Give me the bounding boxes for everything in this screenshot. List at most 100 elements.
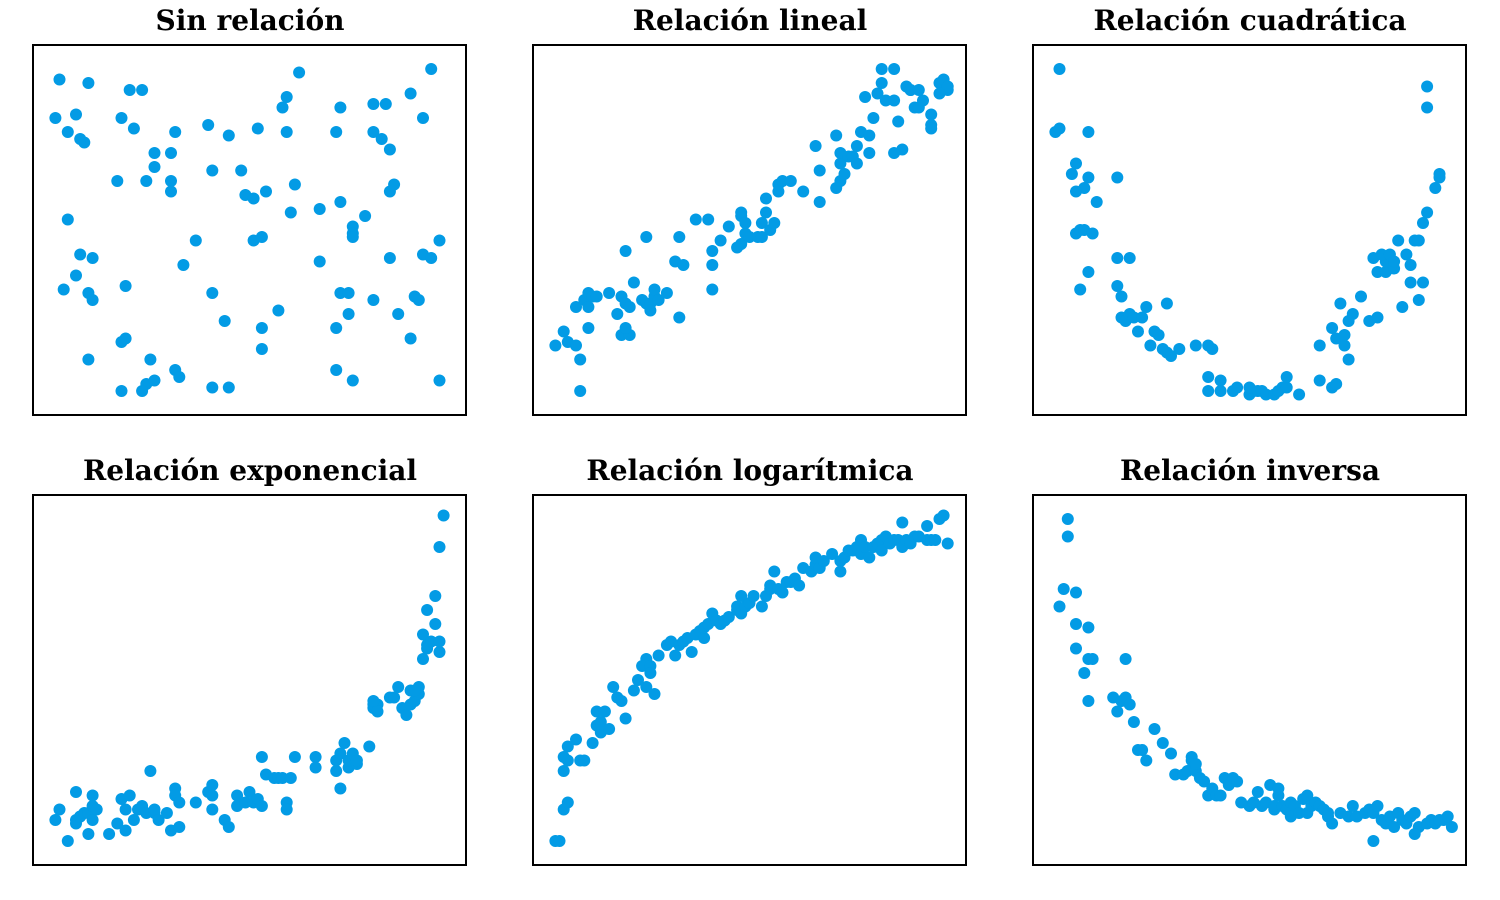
data-point: [590, 705, 603, 718]
data-point: [136, 385, 149, 397]
data-point: [1301, 789, 1314, 802]
data-point: [1053, 122, 1066, 135]
data-point: [379, 98, 392, 110]
data-point: [1417, 276, 1429, 289]
data-point: [1160, 297, 1173, 310]
scatter-plot: [32, 494, 467, 866]
data-point: [280, 803, 293, 816]
data-point: [429, 590, 442, 602]
data-point: [1421, 101, 1434, 114]
data-point: [867, 112, 880, 124]
data-point: [86, 252, 99, 264]
data-point: [1136, 744, 1149, 756]
data-point: [925, 122, 938, 135]
data-point: [375, 133, 388, 145]
data-point: [363, 740, 376, 753]
data-point: [1070, 185, 1082, 198]
data-point: [735, 206, 748, 219]
data-point: [1408, 807, 1421, 819]
chart-title: Sin relación: [155, 4, 345, 37]
plot-frame: [32, 44, 467, 416]
data-point: [1140, 754, 1153, 767]
data-point: [875, 544, 888, 557]
data-point: [660, 287, 673, 299]
data-point: [1371, 266, 1384, 278]
data-point: [937, 509, 950, 522]
data-point: [1342, 315, 1355, 327]
data-point: [1388, 255, 1401, 268]
data-point: [392, 308, 405, 320]
data-point: [417, 653, 429, 665]
data-point: [1123, 252, 1136, 264]
chart-panel-inverse: Relación inversa: [1000, 450, 1500, 900]
data-point: [86, 814, 99, 826]
data-point: [255, 751, 268, 763]
data-point: [123, 84, 136, 96]
data-point: [619, 245, 632, 257]
data-point: [685, 646, 698, 658]
scatter-plot: [1032, 494, 1467, 866]
data-point: [74, 133, 87, 145]
data-point: [189, 796, 202, 809]
data-point: [433, 646, 446, 658]
data-point: [735, 590, 748, 602]
data-point: [570, 339, 582, 352]
data-point: [82, 353, 95, 366]
data-point: [677, 259, 690, 271]
data-point: [879, 94, 892, 107]
data-point: [859, 541, 872, 553]
data-point: [280, 91, 293, 103]
data-point: [917, 94, 929, 107]
data-point: [570, 733, 582, 746]
data-point: [644, 304, 657, 317]
data-point: [714, 234, 727, 247]
data-point: [383, 143, 396, 156]
data-point: [929, 534, 942, 546]
data-point: [1429, 182, 1442, 194]
data-point: [350, 754, 363, 767]
data-point: [1371, 311, 1384, 324]
data-point: [768, 217, 781, 229]
data-point: [255, 231, 268, 243]
data-point: [383, 185, 396, 198]
data-point: [231, 789, 244, 802]
data-point: [330, 126, 343, 138]
data-point: [1421, 80, 1434, 93]
data-point: [1082, 695, 1095, 707]
data-point: [127, 814, 140, 826]
data-point: [330, 364, 343, 376]
data-point: [144, 353, 157, 366]
data-point: [103, 828, 116, 840]
data-point: [1061, 513, 1074, 525]
chart-panel-logarithmic: Relación logarítmica: [500, 450, 1000, 900]
data-point: [111, 175, 124, 187]
data-point: [206, 287, 219, 299]
data-point: [218, 315, 231, 327]
data-point: [288, 751, 301, 763]
data-point: [578, 754, 591, 767]
data-point: [417, 628, 429, 641]
data-point: [173, 796, 186, 809]
data-point: [640, 231, 653, 243]
data-point: [346, 374, 359, 387]
data-point: [334, 196, 347, 208]
data-point: [875, 77, 888, 89]
data-point: [1119, 653, 1132, 665]
data-point: [1053, 600, 1066, 613]
data-point: [933, 87, 946, 100]
data-point: [863, 551, 876, 564]
data-point: [594, 716, 607, 728]
data-point: [557, 765, 570, 777]
data-point: [817, 555, 830, 567]
data-point: [404, 87, 417, 100]
data-point: [293, 66, 306, 79]
data-point: [941, 80, 954, 93]
data-point: [1272, 782, 1285, 795]
data-point: [206, 164, 219, 177]
data-point: [1355, 290, 1367, 303]
chart-panel-quadratic: Relación cuadrática: [1000, 0, 1500, 450]
data-point: [359, 210, 372, 222]
data-point: [338, 737, 351, 749]
scatter-plot: [1032, 44, 1467, 416]
data-point: [173, 371, 186, 383]
